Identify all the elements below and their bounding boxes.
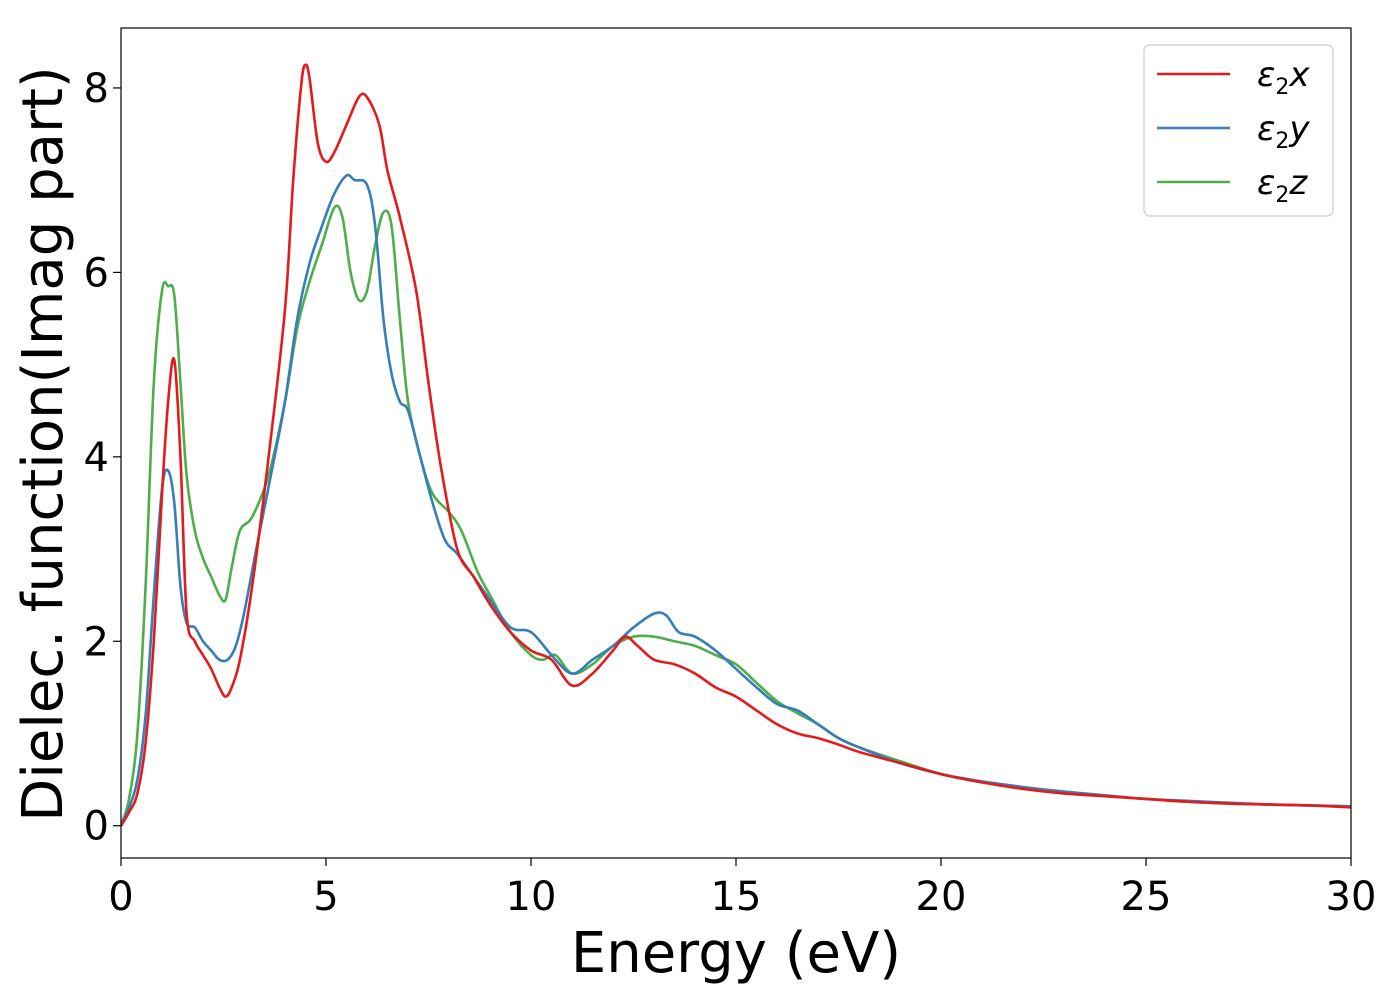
y-axis-title: Dielec. function(Imag part) bbox=[11, 66, 76, 822]
legend-box bbox=[1143, 44, 1334, 217]
y-tick-label: 0 bbox=[84, 804, 109, 850]
x-tick-label: 5 bbox=[313, 874, 338, 920]
legend-label-x: ε2x bbox=[1257, 55, 1310, 100]
legend: ε2x ε2y ε2z bbox=[1143, 44, 1334, 217]
legend-label-z: ε2z bbox=[1257, 163, 1308, 208]
x-axis-title: Energy (eV) bbox=[571, 921, 901, 986]
y-tick-label: 2 bbox=[84, 619, 109, 665]
series-line-y bbox=[121, 173, 1351, 827]
plot-frame bbox=[120, 27, 1352, 859]
y-tick-label: 6 bbox=[84, 250, 109, 296]
x-tick-label: 10 bbox=[506, 874, 557, 920]
x-tick-label: 0 bbox=[108, 874, 133, 920]
x-tick-label: 25 bbox=[1121, 874, 1172, 920]
series-line-x bbox=[121, 63, 1351, 827]
x-tick-label: 15 bbox=[711, 874, 762, 920]
y-tick-label: 8 bbox=[84, 66, 109, 112]
y-tick-label: 4 bbox=[84, 435, 109, 481]
plot-area bbox=[121, 63, 1351, 827]
y-axis-ticks: 0 2 4 6 8 bbox=[84, 66, 121, 850]
x-axis-ticks: 0 5 10 15 20 25 30 bbox=[108, 858, 1376, 920]
x-tick-label: 30 bbox=[1326, 874, 1377, 920]
x-tick-label: 20 bbox=[916, 874, 967, 920]
series-line-z bbox=[121, 204, 1351, 827]
legend-label-y: ε2y bbox=[1257, 109, 1310, 154]
